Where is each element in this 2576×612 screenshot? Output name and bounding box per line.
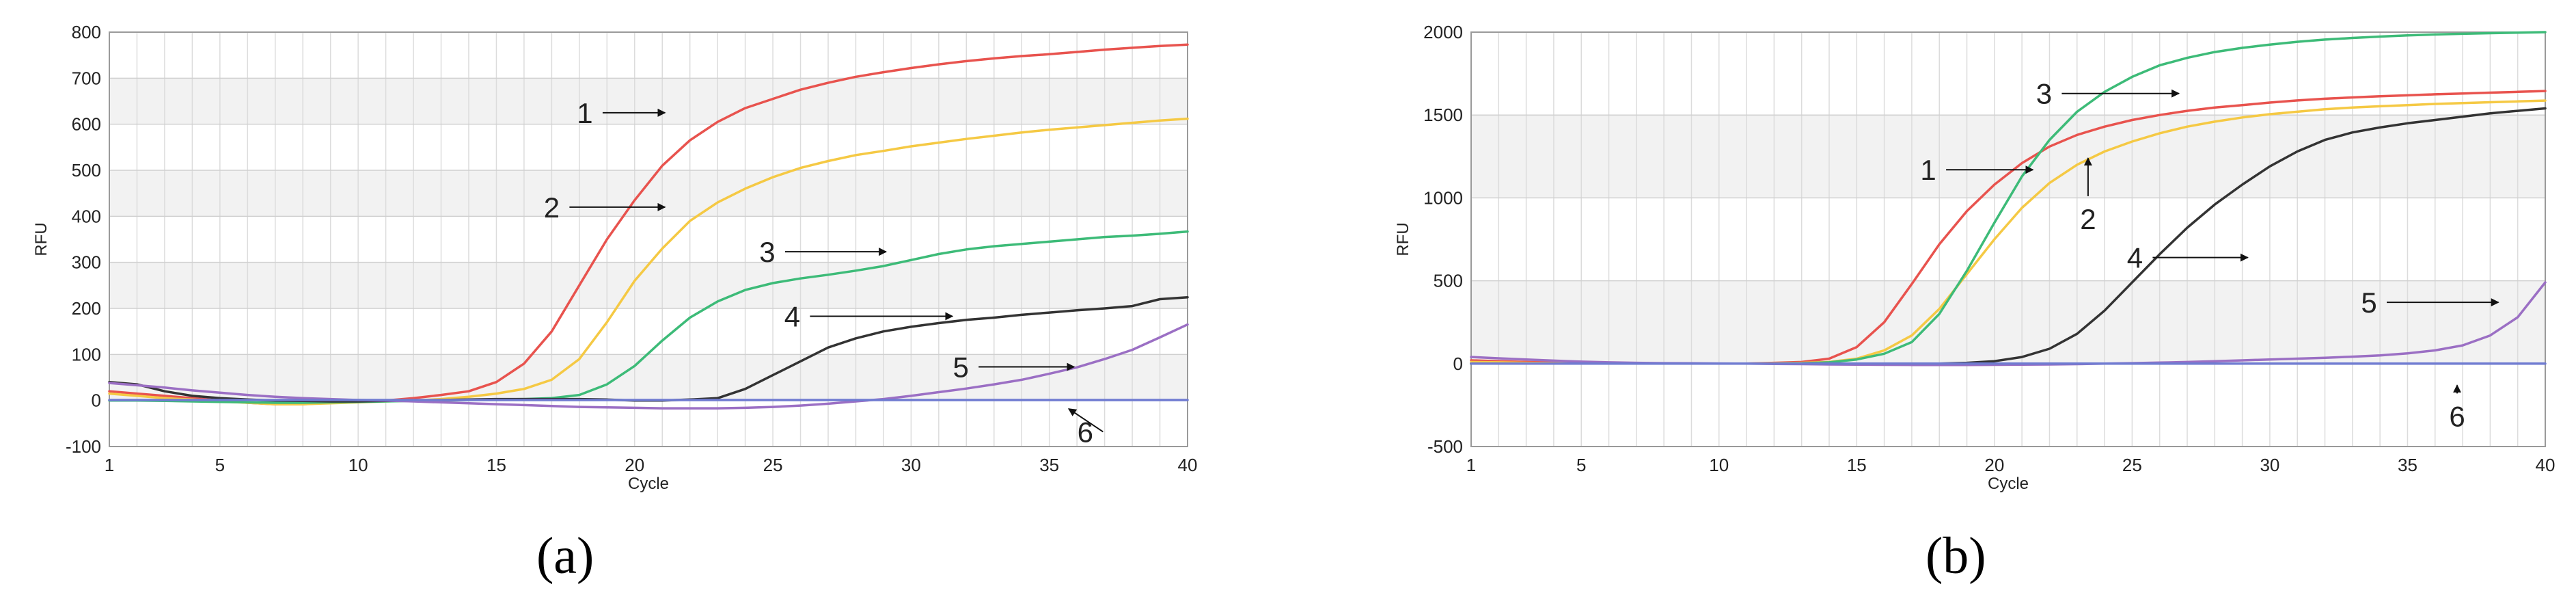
y-tick-label: 0 [92, 390, 101, 411]
y-tick-label: -100 [66, 436, 101, 457]
x-axis-title: Cycle [1988, 475, 2029, 493]
x-tick-label: 1 [105, 455, 114, 475]
plot-frame [1470, 31, 2546, 447]
x-axis-title: Cycle [628, 475, 669, 493]
x-tick-label: 20 [1984, 455, 2004, 475]
grid-band [109, 262, 1188, 308]
y-tick-label: 800 [72, 22, 101, 42]
series-line-5 [108, 323, 1189, 410]
y-tick-label: 600 [72, 114, 101, 135]
y-tick-label: 400 [72, 206, 101, 226]
y-tick-label: 500 [72, 160, 101, 181]
grid-band [1471, 280, 2545, 364]
x-tick-label: 10 [348, 455, 368, 475]
curve-annotation-label: 5 [2361, 287, 2376, 319]
x-tick-label: 15 [487, 455, 506, 475]
y-tick-label: 300 [72, 252, 101, 273]
x-tick-label: 1 [1466, 455, 1476, 475]
curve-annotation-label: 6 [1078, 416, 1093, 448]
curve-annotation-label: 5 [953, 351, 969, 384]
y-tick-label: 2000 [1423, 22, 1463, 42]
x-tick-label: 30 [2260, 455, 2279, 475]
y-axis-title: RFU [32, 222, 51, 256]
curve-annotation-label: 3 [759, 236, 775, 268]
curve-annotation-label: 4 [784, 300, 800, 332]
series-line-2 [108, 117, 1189, 405]
x-tick-label: 40 [2536, 455, 2556, 475]
y-tick-label: 200 [72, 298, 101, 319]
x-tick-label: 15 [1847, 455, 1867, 475]
curve-annotation-label: 1 [1920, 154, 1936, 186]
x-tick-label: 30 [901, 455, 921, 475]
x-tick-label: 10 [1709, 455, 1729, 475]
grid-band [109, 170, 1188, 217]
x-tick-label: 35 [2398, 455, 2417, 475]
y-tick-label: 0 [1453, 354, 1463, 374]
panel-caption-b: (b) [1926, 527, 1986, 585]
y-tick-label: 1500 [1423, 105, 1463, 125]
y-tick-label: 100 [72, 344, 101, 364]
curve-annotation-arrow [1068, 408, 1104, 433]
y-axis-title: RFU [1394, 222, 1412, 256]
x-tick-label: 35 [1039, 455, 1059, 475]
curve-annotation-label: 6 [2449, 400, 2465, 432]
curve-annotation-label: 2 [544, 191, 560, 224]
plot-frame [109, 31, 1188, 447]
x-tick-label: 5 [215, 455, 225, 475]
series-line-3 [108, 230, 1189, 404]
x-tick-label: 25 [2122, 455, 2142, 475]
x-tick-label: 25 [763, 455, 783, 475]
y-tick-label: 1000 [1423, 187, 1463, 208]
curve-annotation-label: 3 [2036, 78, 2052, 110]
y-tick-label: 700 [72, 68, 101, 88]
y-tick-label: 500 [1434, 271, 1463, 291]
x-tick-label: 40 [1178, 455, 1198, 475]
curve-annotation-label: 4 [2127, 242, 2143, 274]
grid-band [109, 354, 1188, 401]
curve-annotation-label: 1 [577, 97, 592, 129]
x-tick-label: 20 [625, 455, 644, 475]
curve-annotation-label: 2 [2080, 203, 2096, 235]
y-tick-label: -500 [1427, 436, 1463, 457]
grid-band [109, 78, 1188, 124]
x-tick-label: 5 [1576, 455, 1586, 475]
panel-caption-a: (a) [536, 527, 594, 585]
